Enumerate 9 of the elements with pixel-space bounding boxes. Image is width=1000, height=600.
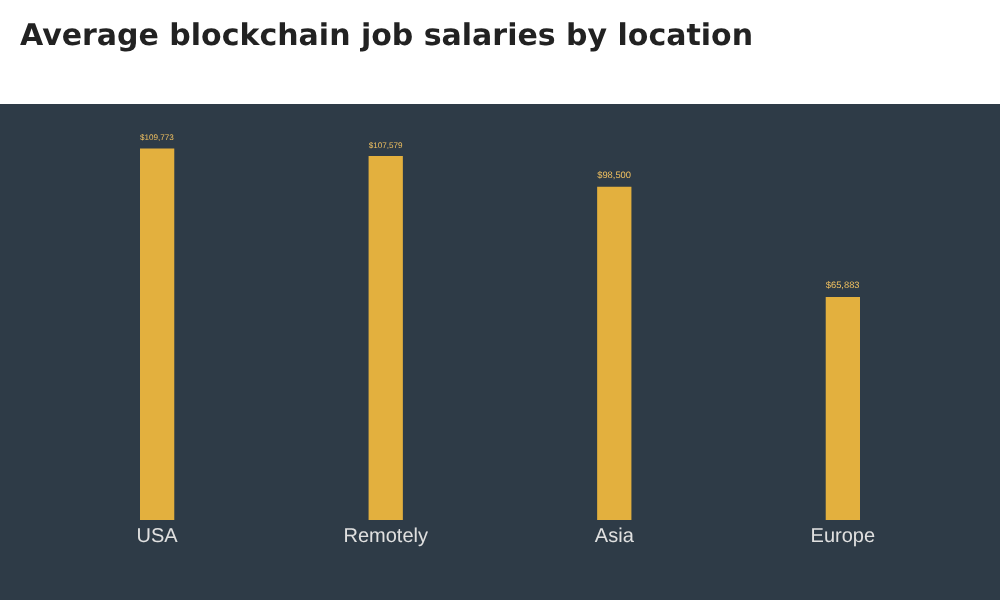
x-tick-label: Asia: [594, 526, 635, 548]
x-tick-label: Remotely: [343, 526, 428, 548]
bar: [597, 186, 632, 520]
bar: [140, 148, 175, 520]
x-tick-label: Europe: [810, 526, 876, 548]
bar: [825, 297, 860, 520]
x-tick-label: USA: [136, 526, 179, 548]
chart-title: Average blockchain job salaries by location: [20, 17, 754, 53]
bar: [368, 156, 403, 520]
